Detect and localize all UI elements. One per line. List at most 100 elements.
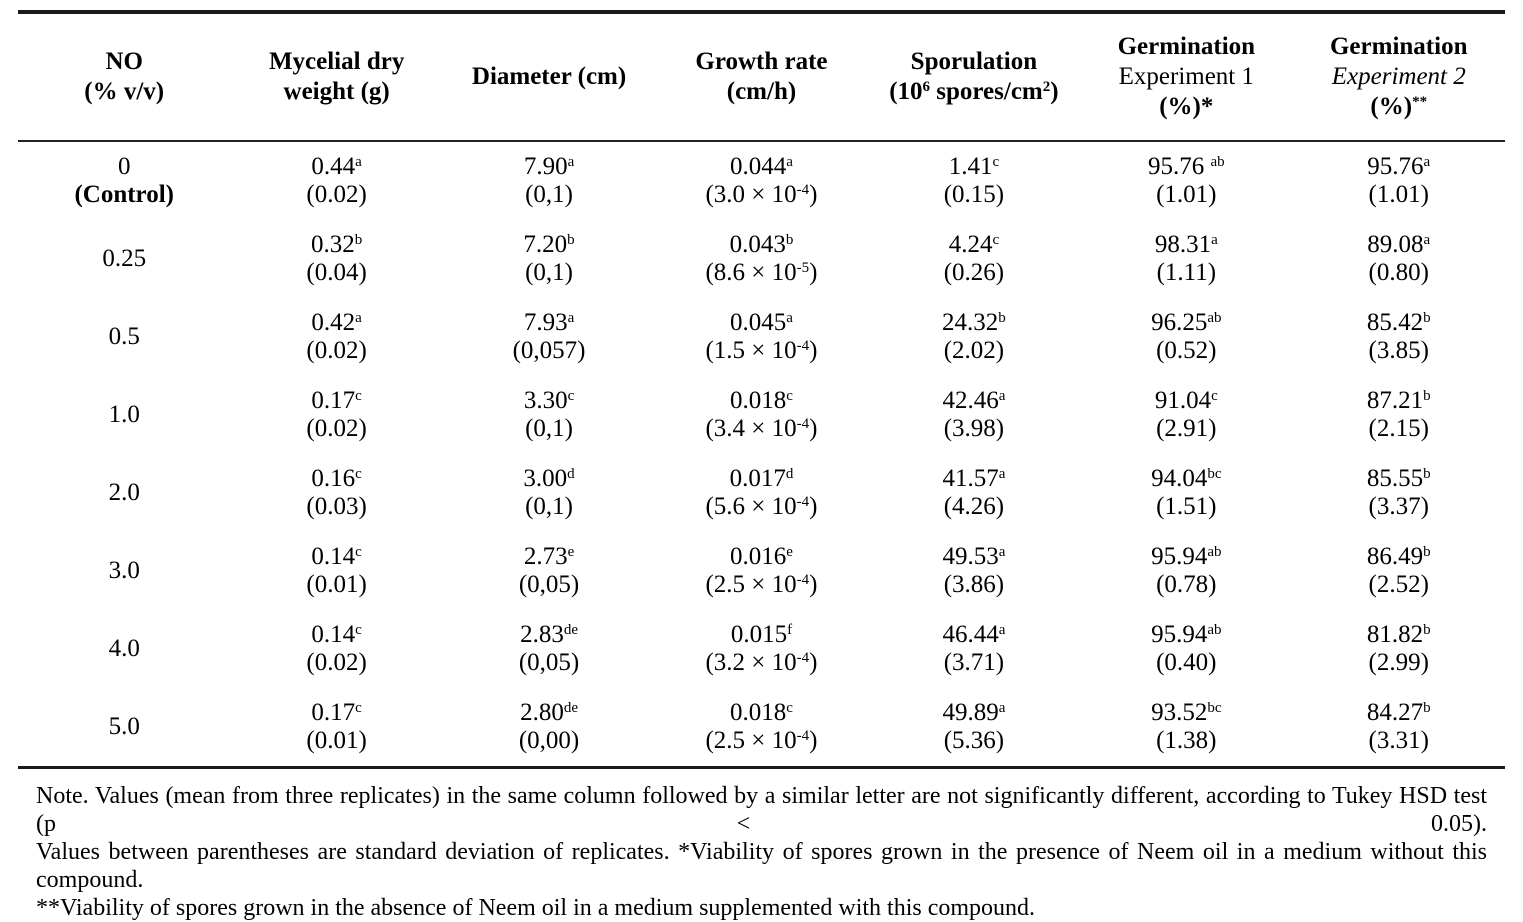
text-line: Germination <box>1084 32 1288 62</box>
text-segment: ) <box>1050 78 1059 105</box>
text-line: 0.25 <box>22 245 226 273</box>
text-line: (2.5 × 10-4) <box>659 571 863 599</box>
table-cell: 95.76a (1.01) <box>1293 153 1505 209</box>
table-cell: 46.44a (3.71) <box>868 621 1080 677</box>
text-segment: 0.14 <box>311 621 356 648</box>
text-line: 1.41c <box>872 153 1076 181</box>
table-cell: 98.31a (1.11) <box>1080 231 1292 287</box>
text-line: Diameter (cm) <box>447 62 651 92</box>
text-line: (8.6 × 10-5) <box>659 259 863 287</box>
table-cell: 0.17c (0.02) <box>230 387 442 443</box>
text-line: (0.78) <box>1084 571 1288 599</box>
text-segment: 3.00 <box>523 465 568 492</box>
text-segment: 2.80 <box>520 699 564 726</box>
text-line: 95.94ab <box>1084 543 1288 571</box>
text-segment: (3.31) <box>1368 727 1429 754</box>
text-segment: 49.89 <box>942 699 999 726</box>
table-cell: 84.27b (3.31) <box>1293 699 1505 755</box>
table-cell: 0.017d (5.6 × 10-4) <box>655 465 867 521</box>
superscript: e <box>567 543 575 560</box>
note-line: Values between parentheses are standard … <box>36 839 1487 893</box>
table-top-rule <box>18 10 1505 14</box>
text-line: (0,1) <box>447 181 651 209</box>
superscript: c <box>786 387 793 404</box>
text-segment: 0.44 <box>311 153 356 180</box>
text-line: 0 <box>22 153 226 181</box>
text-line: 7.20b <box>447 231 651 259</box>
text-line: (3.4 × 10-4) <box>659 415 863 443</box>
text-segment: (0.02) <box>306 181 367 208</box>
table-cell: 0.018c (3.4 × 10-4) <box>655 387 867 443</box>
text-segment: 0.017 <box>729 465 786 492</box>
text-segment: spores/cm <box>930 78 1043 105</box>
text-line: 7.93a <box>447 309 651 337</box>
text-line: 0.14c <box>234 621 438 649</box>
text-line: 85.55b <box>1297 465 1501 493</box>
text-line: 4.0 <box>22 635 226 663</box>
text-segment: 5.0 <box>108 713 140 740</box>
text-segment: Experiment 2 <box>1331 63 1466 90</box>
text-segment: 0.018 <box>730 387 787 414</box>
text-segment: 2.0 <box>108 479 140 506</box>
superscript: bc <box>1207 699 1222 716</box>
text-segment: 0.25 <box>102 245 147 272</box>
text-line: (2.52) <box>1297 571 1501 599</box>
text-line: 2.0 <box>22 479 226 507</box>
text-line: 0.017d <box>659 465 863 493</box>
superscript: -4 <box>796 571 810 588</box>
text-segment: (0.01) <box>306 571 367 598</box>
text-line: 0.17c <box>234 699 438 727</box>
text-line: Experiment 1 <box>1084 62 1288 92</box>
superscript: 2 <box>1042 78 1051 95</box>
text-segment: 0.016 <box>730 543 787 570</box>
superscript: d <box>785 465 794 482</box>
text-segment: (0.02) <box>306 415 367 442</box>
text-line: 5.0 <box>22 713 226 741</box>
text-line: 95.94ab <box>1084 621 1288 649</box>
text-line: (0.26) <box>872 259 1076 287</box>
text-segment: (0,05) <box>518 649 580 676</box>
text-segment: 0.5 <box>108 323 140 350</box>
text-line: 24.32b <box>872 309 1076 337</box>
text-segment: ) <box>809 493 818 520</box>
text-segment: (0.02) <box>306 337 367 364</box>
text-segment: Sporulation <box>910 48 1038 75</box>
table-cell: 0.17c (0.01) <box>230 699 442 755</box>
text-line: 0.018c <box>659 387 863 415</box>
table-cell: 93.52bc (1.38) <box>1080 699 1292 755</box>
text-segment: (2.5 × 10 <box>705 571 797 598</box>
table-cell: 91.04c (2.91) <box>1080 387 1292 443</box>
text-segment: 93.52 <box>1151 699 1208 726</box>
text-segment: 0.043 <box>729 231 786 258</box>
text-segment: 4.0 <box>108 635 140 662</box>
text-segment: 0.018 <box>730 699 787 726</box>
text-segment: (3.98) <box>943 415 1005 442</box>
text-segment: 0.32 <box>311 231 355 258</box>
text-segment: (1.38) <box>1156 727 1217 754</box>
text-segment: 98.31 <box>1154 231 1212 258</box>
superscript: c <box>355 699 362 716</box>
text-line: (1.11) <box>1084 259 1288 287</box>
text-line: (0.01) <box>234 727 438 755</box>
text-line: Sporulation <box>872 47 1076 77</box>
superscript: b <box>785 231 794 248</box>
superscript: c <box>786 699 793 716</box>
table-body: 0 (Control) 0.44a (0.02) 7.90a (0,1) 0.044a (3.… <box>18 142 1505 766</box>
table-cell: 3.0 <box>18 557 230 585</box>
text-segment: NO <box>105 48 143 75</box>
text-line: (0,05) <box>447 649 651 677</box>
text-line: 87.21b <box>1297 387 1501 415</box>
text-line: (2.91) <box>1084 415 1288 443</box>
text-segment: Germination <box>1329 33 1468 60</box>
text-segment: (1.01) <box>1368 181 1429 208</box>
table-cell: 0.14c (0.01) <box>230 543 442 599</box>
superscript: d <box>567 465 575 482</box>
table-cell: 0.14c (0.02) <box>230 621 442 677</box>
superscript: a <box>1211 231 1218 248</box>
text-segment: ) <box>809 337 818 364</box>
text-line: 85.42b <box>1297 309 1501 337</box>
superscript: b <box>567 231 575 248</box>
text-segment: ) <box>809 571 818 598</box>
text-line: 0.16c <box>234 465 438 493</box>
superscript: a <box>567 309 575 326</box>
